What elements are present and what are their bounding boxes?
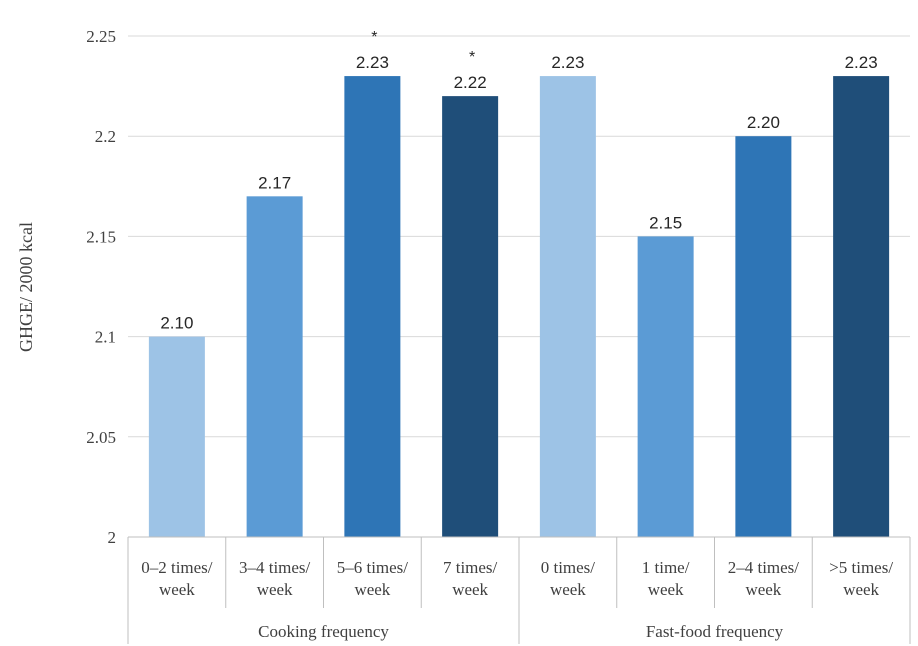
label-layer: 2.10 2.17 2.23 * 2.22 * 2.23 2.15 2.20 2.23 [160, 29, 877, 333]
x-category-label-line: week [843, 580, 879, 599]
x-category-label-line: 7 times/ [443, 558, 498, 577]
group-label: Fast-food frequency [646, 622, 784, 641]
group-label: Cooking frequency [258, 622, 389, 641]
grid-layer [128, 35, 910, 438]
x-category-label-line: 0 times/ [541, 558, 596, 577]
x-category-label-line: week [648, 580, 684, 599]
x-category-label: 3–4 times/week [239, 558, 311, 599]
x-category-label: 5–6 times/week [337, 558, 409, 599]
bar [637, 236, 694, 537]
x-category-label: 0 times/week [541, 558, 596, 599]
bar [442, 96, 499, 538]
y-tick-label: 2.15 [86, 227, 116, 246]
x-category-label-line: week [159, 580, 195, 599]
data-label: 2.23 [551, 53, 584, 72]
x-category-label: 7 times/week [443, 558, 498, 599]
y-tick-label: 2.05 [86, 428, 116, 447]
y-axis-title: GHGE/ 2000 kcal [16, 222, 36, 352]
x-category-label: >5 times/week [829, 558, 893, 599]
y-tick-label: 2.2 [95, 127, 116, 146]
data-label: 2.23 [845, 53, 878, 72]
bar [148, 336, 205, 537]
x-category-label-line: week [452, 580, 488, 599]
x-category-label: 2–4 times/week [728, 558, 800, 599]
x-category-label-line: >5 times/ [829, 558, 893, 577]
data-label: 2.17 [258, 173, 291, 192]
y-tick-label: 2.1 [95, 328, 116, 347]
data-label: 2.22 [454, 73, 487, 92]
y-tick-label: 2 [108, 528, 117, 547]
bar [735, 136, 792, 537]
bar [246, 196, 303, 537]
x-category-label-line: 3–4 times/ [239, 558, 311, 577]
data-label: 2.23 [356, 53, 389, 72]
x-category-label-line: 0–2 times/ [141, 558, 213, 577]
data-label: 2.10 [160, 314, 193, 333]
x-category-label: 1 time/week [642, 558, 690, 599]
data-label: 2.20 [747, 113, 780, 132]
x-category-label-line: week [257, 580, 293, 599]
bar [833, 76, 890, 537]
x-category-label-line: 1 time/ [642, 558, 690, 577]
bar [344, 76, 401, 537]
x-category-label-line: week [745, 580, 781, 599]
x-category-label: 0–2 times/week [141, 558, 213, 599]
x-category-label-line: 5–6 times/ [337, 558, 409, 577]
x-category-label-line: week [354, 580, 390, 599]
y-tick-label: 2.25 [86, 27, 116, 46]
significance-marker: * [469, 49, 475, 66]
x-category-label-line: week [550, 580, 586, 599]
significance-marker: * [371, 29, 377, 46]
data-label: 2.15 [649, 213, 682, 232]
bar [539, 76, 596, 537]
x-category-label-line: 2–4 times/ [728, 558, 800, 577]
bar-layer [148, 76, 890, 538]
